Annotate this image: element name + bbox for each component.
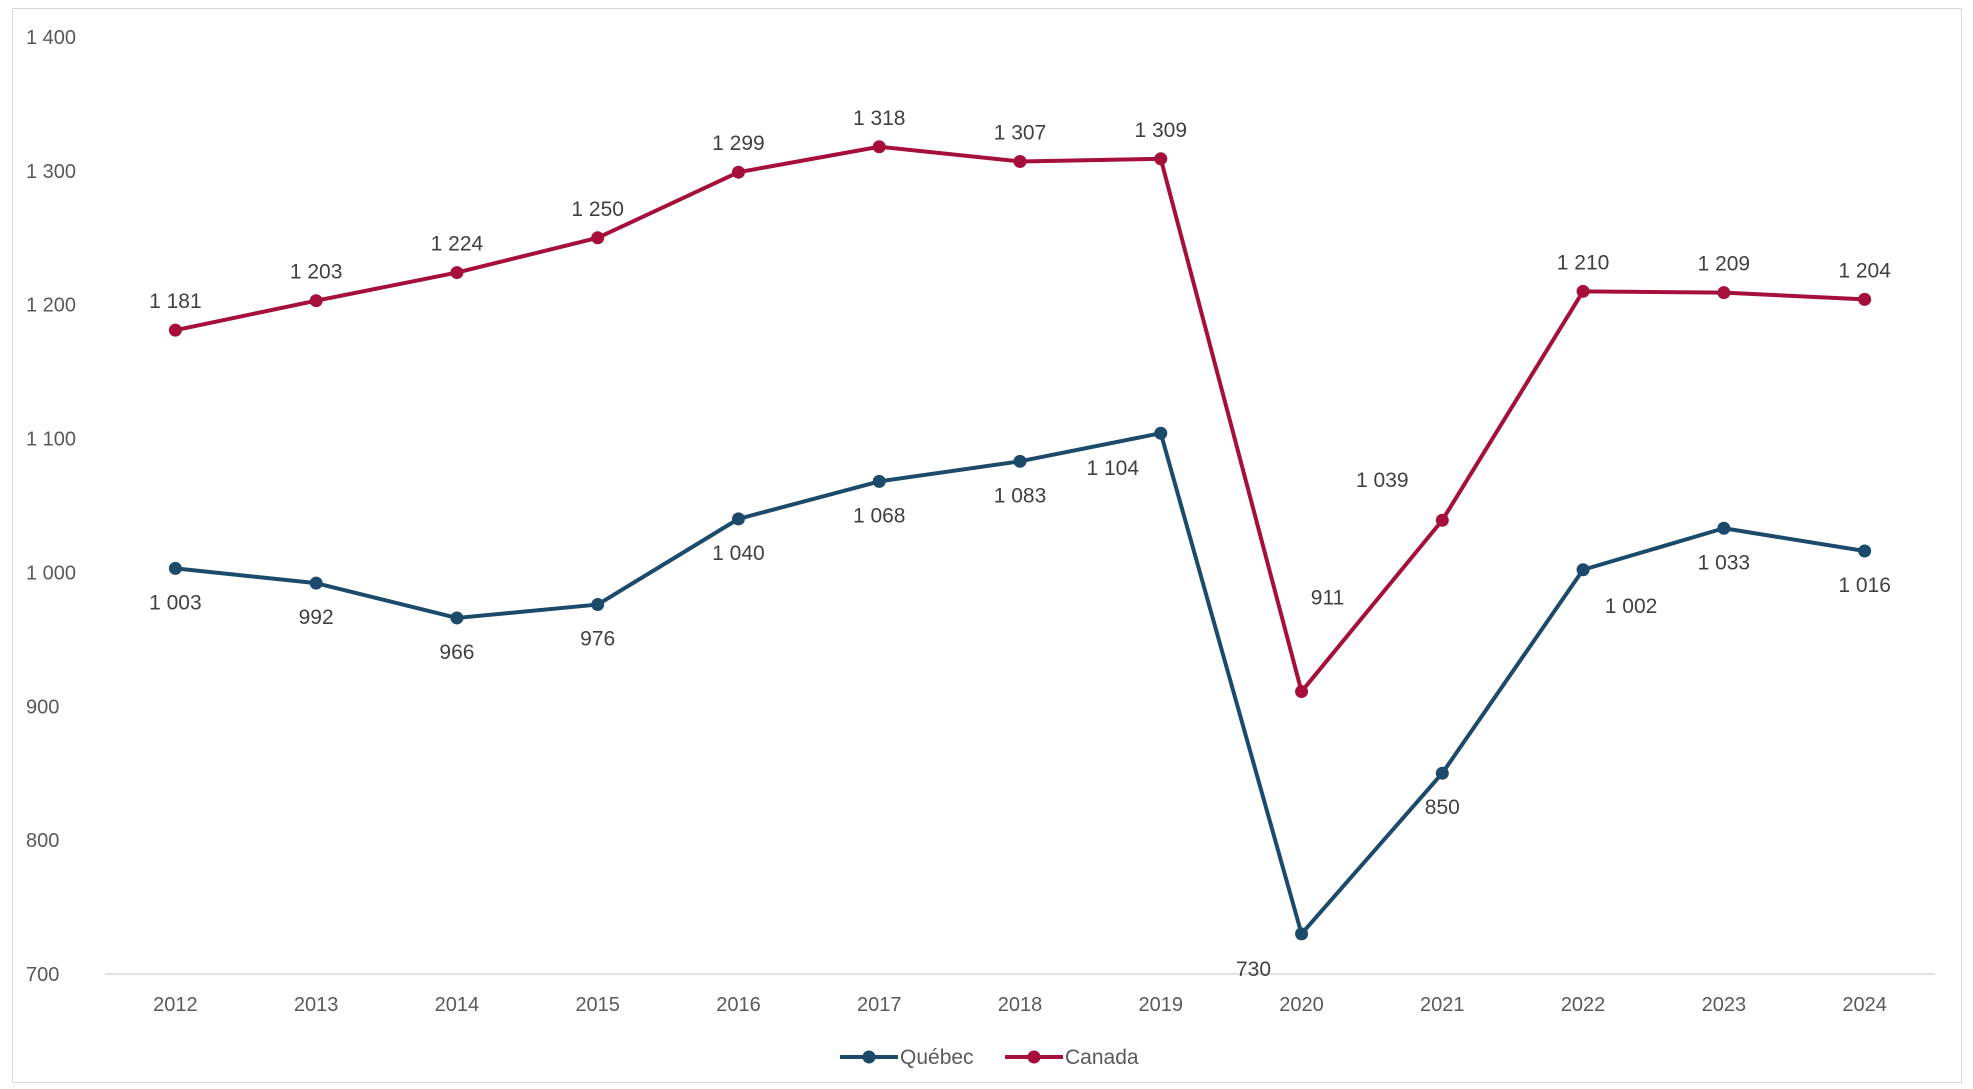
data-label-canada: 1 250	[571, 198, 624, 221]
data-label-quebec: 1 033	[1698, 551, 1751, 574]
data-point-quebec	[1858, 544, 1872, 558]
data-label-quebec: 992	[299, 606, 334, 629]
data-label-quebec: 1 003	[149, 591, 202, 614]
y-tick-label: 1 100	[26, 429, 76, 451]
y-axis-ticks: 700 800 900 1 000 1 100 1 200 1 300 1 400	[26, 27, 76, 986]
data-label-quebec: 730	[1236, 958, 1271, 981]
data-point-quebec	[591, 598, 605, 612]
x-tick-label: 2022	[1561, 994, 1606, 1016]
legend-marker-quebec	[862, 1050, 876, 1064]
y-tick-label: 1 200	[26, 295, 76, 317]
x-tick-label: 2018	[998, 994, 1043, 1016]
y-tick-label: 1 300	[26, 161, 76, 183]
x-tick-label: 2013	[294, 994, 339, 1016]
data-label-quebec: 976	[580, 628, 615, 651]
data-point-quebec	[731, 512, 745, 526]
x-tick-label: 2021	[1420, 994, 1465, 1016]
data-point-quebec	[309, 576, 323, 590]
legend-marker-canada	[1027, 1050, 1041, 1064]
data-label-canada: 1 210	[1557, 251, 1610, 274]
data-labels: 1 003 992 966 976 1 040 1 068 1 083 1 104 730 850…	[149, 107, 1891, 981]
x-tick-label: 2015	[575, 994, 620, 1016]
x-tick-label: 2020	[1279, 994, 1324, 1016]
data-label-canada: 1 203	[290, 261, 343, 284]
data-point-canada	[1435, 513, 1449, 527]
y-tick-label: 700	[26, 964, 59, 986]
y-tick-label: 1 000	[26, 562, 76, 584]
data-point-quebec	[1295, 927, 1309, 941]
data-label-quebec: 966	[439, 641, 474, 664]
series-line-quebec	[173, 431, 1867, 936]
y-tick-label: 1 400	[26, 27, 76, 49]
data-label-canada: 1 224	[431, 233, 484, 256]
legend-label-canada: Canada	[1065, 1046, 1139, 1069]
x-tick-label: 2014	[435, 994, 480, 1016]
x-tick-label: 2019	[1139, 994, 1184, 1016]
series-layer	[168, 140, 1872, 941]
data-point-canada	[1013, 154, 1027, 168]
data-point-quebec	[168, 561, 182, 575]
data-point-canada	[450, 266, 464, 280]
data-label-canada: 1 039	[1356, 469, 1409, 492]
legend-item-canada: Canada	[1005, 1046, 1139, 1069]
legend-label-quebec: Québec	[900, 1046, 974, 1069]
data-point-canada	[1154, 152, 1168, 166]
data-point-quebec	[450, 611, 464, 625]
data-label-canada: 1 307	[994, 121, 1047, 144]
x-axis-ticks: 2012 2013 2014 2015 2016 2017 2018 2019 2020 2021…	[153, 994, 1887, 1016]
data-label-canada: 1 209	[1698, 253, 1751, 276]
data-point-quebec	[1576, 563, 1590, 577]
x-tick-label: 2024	[1842, 994, 1887, 1016]
x-tick-label: 2016	[716, 994, 761, 1016]
data-point-quebec	[1435, 766, 1449, 780]
data-point-canada	[309, 294, 323, 308]
data-label-canada: 1 181	[149, 290, 202, 313]
x-tick-label: 2012	[153, 994, 198, 1016]
data-label-canada: 1 299	[712, 132, 765, 155]
data-label-canada: 1 309	[1134, 119, 1187, 142]
legend: Québec Canada	[840, 1046, 1139, 1069]
x-tick-label: 2017	[857, 994, 902, 1016]
data-label-quebec: 1 104	[1086, 457, 1139, 480]
data-label-canada: 911	[1311, 587, 1344, 610]
data-point-quebec	[872, 474, 886, 488]
data-point-canada	[1295, 685, 1309, 699]
data-label-quebec: 1 002	[1605, 595, 1658, 618]
data-label-quebec: 1 016	[1838, 574, 1891, 597]
y-tick-label: 900	[26, 696, 59, 718]
data-label-quebec: 850	[1425, 796, 1460, 819]
data-point-canada	[591, 231, 605, 245]
data-point-canada	[731, 165, 745, 179]
data-label-canada: 1 204	[1838, 259, 1891, 282]
data-label-canada: 1 318	[853, 107, 906, 130]
data-point-quebec	[1154, 426, 1168, 440]
data-point-canada	[1717, 286, 1731, 300]
y-tick-label: 800	[26, 830, 59, 852]
data-point-canada	[1576, 284, 1590, 298]
chart-frame	[12, 8, 1962, 1083]
data-point-quebec	[1013, 454, 1027, 468]
data-label-quebec: 1 040	[712, 542, 765, 565]
data-point-canada	[1858, 292, 1872, 306]
data-label-quebec: 1 083	[994, 484, 1047, 507]
data-point-canada	[872, 140, 886, 154]
data-point-quebec	[1717, 521, 1731, 535]
data-label-quebec: 1 068	[853, 504, 906, 527]
legend-item-quebec: Québec	[840, 1046, 974, 1069]
data-point-canada	[168, 323, 182, 337]
x-tick-label: 2023	[1702, 994, 1747, 1016]
